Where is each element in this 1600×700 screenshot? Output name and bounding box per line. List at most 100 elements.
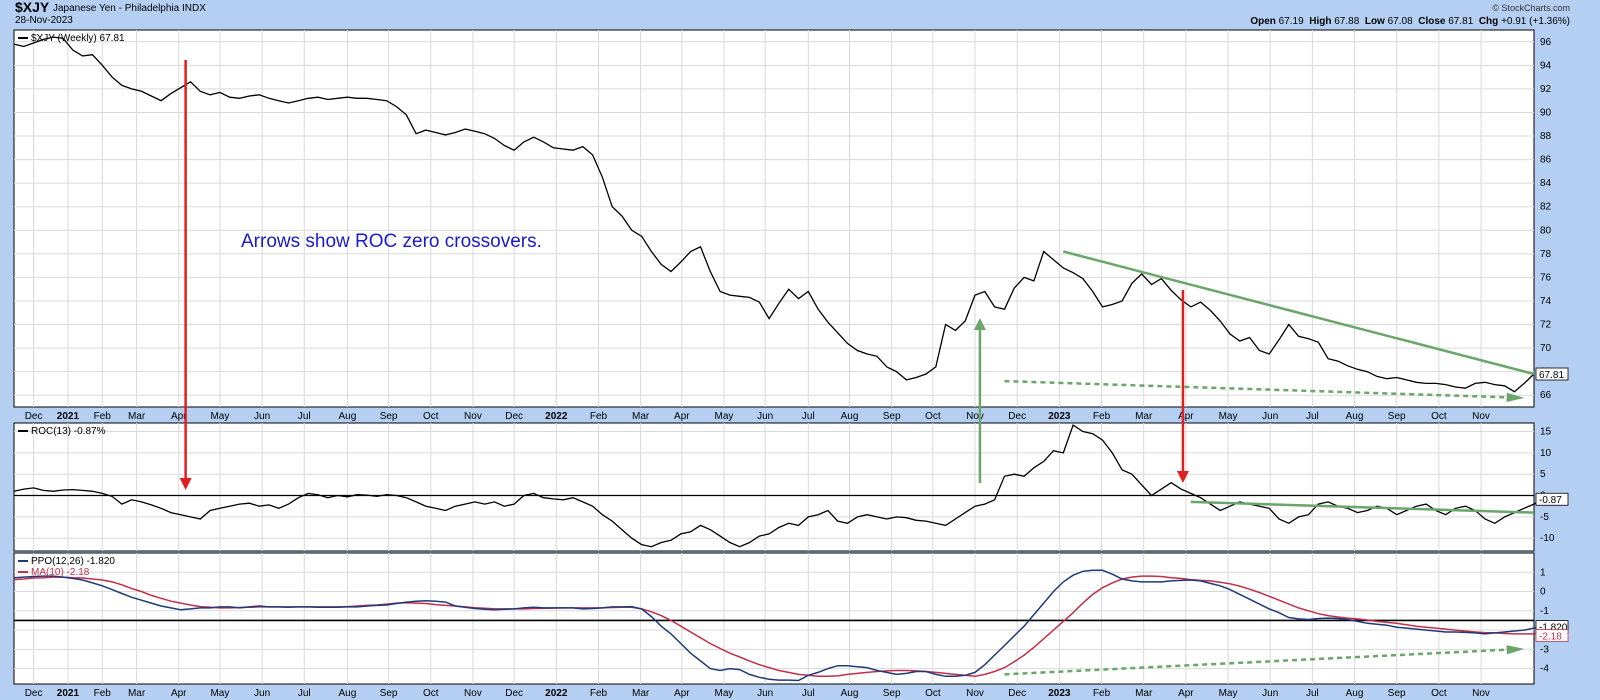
symbol: $XJY [15,0,50,15]
x-tick-label: Dec [1008,411,1026,422]
panel-frame [13,422,1535,552]
x-tick-label: Dec [25,688,43,699]
x-tick-label: Aug [1346,411,1364,422]
x-tick-label: Nov [966,411,984,422]
y-tick-label: -3 [1540,644,1549,655]
y-tick-label: 0 [1540,587,1546,598]
last-value-label: -0.87 [1539,495,1562,506]
x-tick-label: Jun [757,411,773,422]
x-tick-label: Jun [1262,688,1278,699]
x-tick-label: Feb [590,411,608,422]
x-tick-label: Aug [339,688,357,699]
gridlines [14,423,1534,551]
x-tick-label: May [210,411,229,422]
series-line-0 [13,424,1545,548]
crossover-arrow-1 [973,318,986,483]
x-tick-label: May [1219,688,1238,699]
legend-label: $XJY (Weekly) 67.81 [31,33,125,44]
series-line-0 [13,569,1544,682]
x-tick-label: Dec [25,411,43,422]
x-tick-label: Aug [841,688,859,699]
x-tick-label: Apr [674,688,690,699]
x-tick-label: Sep [1388,411,1406,422]
y-tick-label: 84 [1540,178,1552,189]
x-tick-label: 2023 [1048,411,1071,422]
x-tick-label: Oct [925,411,941,422]
x-tick-label: Feb [590,688,608,699]
x-tick-label: 2023 [1048,688,1071,699]
y-tick-label: 94 [1540,60,1552,71]
y-tick-label: 88 [1540,131,1552,142]
legend-label: PPO(12,26) -1.820 [31,556,115,567]
panel-1: -10-5051015ROC(13) -0.87%-0.87 [13,422,1569,552]
x-tick-label: Oct [1431,688,1447,699]
legend: ROC(13) -0.87% [18,426,106,437]
last-ma-label: -2.18 [1539,632,1562,643]
x-tick-label: Nov [464,688,482,699]
x-tick-label: Oct [925,688,941,699]
y-tick-label: 70 [1540,343,1552,354]
x-tick-label: Apr [171,411,187,422]
x-tick-label: May [715,688,734,699]
x-tick-label: Jun [254,688,270,699]
x-tick-label: Jun [757,688,773,699]
legend-label-ma: MA(10) -2.18 [31,567,90,578]
x-tick-label: Nov [464,411,482,422]
y-tick-label: 92 [1540,84,1552,95]
x-tick-label: Feb [1093,411,1111,422]
trendline-0 [1190,500,1535,514]
trendline-arrowhead [1506,392,1525,402]
x-tick-label: Apr [674,411,690,422]
x-tick-label: Aug [1346,688,1364,699]
trendline-0 [1004,648,1515,676]
y-tick-label: 10 [1540,448,1552,459]
last-value-label: -1.820 [1539,623,1568,634]
x-tick-label: Jul [298,411,311,422]
x-tick-label: Jul [1306,411,1319,422]
y-tick-label: 80 [1540,225,1552,236]
low-value: 67.08 [1387,16,1413,27]
trendline-arrowhead [1506,645,1525,655]
y-tick-label: -10 [1540,533,1555,544]
x-tick-label: Sep [883,411,901,422]
x-tick-label: Dec [505,411,523,422]
x-tick-label: May [715,411,734,422]
x-tick-label: Feb [1093,688,1111,699]
last-value-tag: -0.87 [1535,492,1569,506]
low-label: Low [1364,16,1385,27]
y-tick-label: 15 [1540,427,1552,438]
x-tick-label: Oct [1431,411,1447,422]
ohlc-readout: Open 67.19 High 67.88 Low 67.08 Close 67… [1250,16,1570,27]
x-tick-label: Dec [505,688,523,699]
legend-label: ROC(13) -0.87% [31,426,106,437]
x-tick-label: May [1219,411,1238,422]
x-tick-label: Jul [802,411,815,422]
panel-frame [13,29,1535,408]
x-tick-label: Oct [423,688,439,699]
close-value: 67.81 [1448,16,1474,27]
y-tick-label: 78 [1540,249,1552,260]
x-tick-label: Sep [883,688,901,699]
x-tick-label: 2021 [57,688,80,699]
x-tick-label: 2021 [57,411,80,422]
x-tick-label: 2022 [545,411,568,422]
panel-0: 66687072747678808284868890929496$XJY (We… [13,29,1569,408]
x-tick-label: Feb [94,411,112,422]
high-label: High [1309,16,1332,27]
x-tick-label: Sep [380,688,398,699]
x-tick-label: Jul [1306,688,1319,699]
x-tick-label: Mar [128,411,146,422]
x-tick-label: Mar [128,688,146,699]
open-label: Open [1250,16,1276,27]
x-tick-label: Aug [339,411,357,422]
chg-label: Chg [1478,16,1499,27]
y-tick-label: 76 [1540,272,1552,283]
x-tick-label: Aug [841,411,859,422]
x-tick-label: Apr [171,688,187,699]
last-ma-tag: -2.18 [1535,629,1569,643]
gridlines [14,30,1534,407]
x-tick-label: Nov [1472,688,1490,699]
x-tick-label: Jul [298,688,311,699]
